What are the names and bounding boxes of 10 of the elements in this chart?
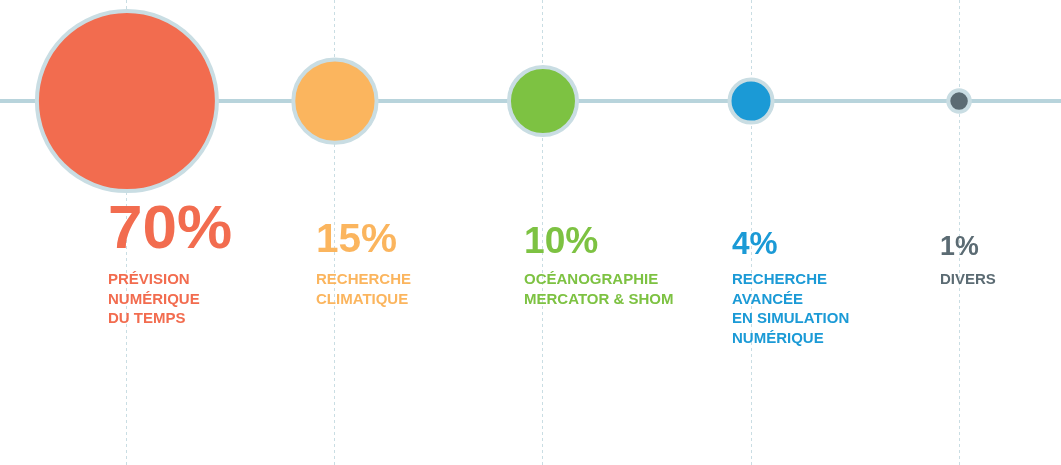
category-label: OCÉANOGRAPHIE MERCATOR & SHOM — [524, 270, 674, 307]
category-label: RECHERCHE AVANCÉE EN SIMULATION NUMÉRIQUE — [732, 270, 850, 346]
category-label: DIVERS — [940, 270, 996, 287]
data-label: 1% — [940, 231, 979, 261]
category-label: PRÉVISION NUMÉRIQUE DU TEMPS — [108, 270, 200, 326]
data-label: 70% — [108, 192, 233, 261]
data-label: 10% — [524, 219, 599, 261]
data-label: 15% — [316, 215, 398, 261]
category-label: RECHERCHE CLIMATIQUE — [316, 270, 412, 307]
data-label: 4% — [732, 225, 778, 261]
